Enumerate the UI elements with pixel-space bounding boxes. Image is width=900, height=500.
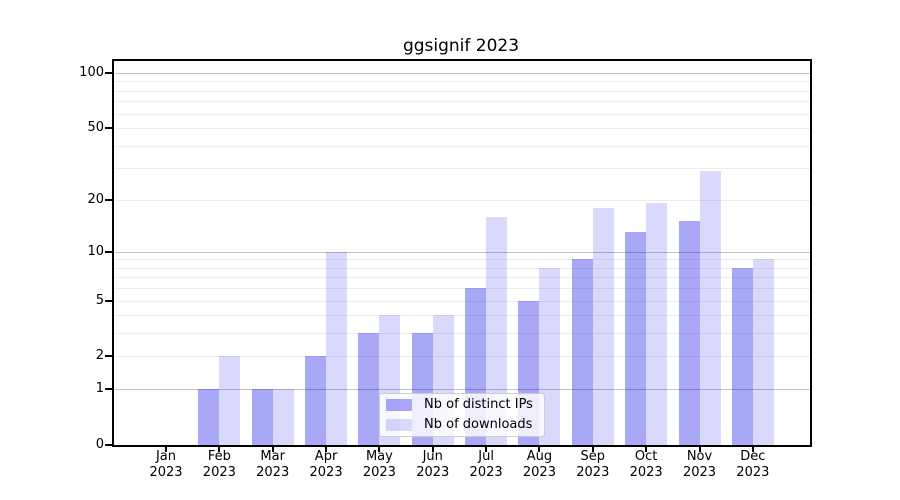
minor-gridline — [114, 288, 810, 290]
y-tick-mark — [105, 126, 113, 129]
minor-gridline — [114, 267, 810, 269]
y-tick-mark — [105, 198, 113, 201]
bar-distinct-ips — [678, 221, 700, 445]
x-tick-label: May 2023 — [362, 449, 396, 480]
minor-gridline — [114, 259, 810, 261]
chart-title: ggsignif 2023 — [402, 36, 520, 56]
x-tick-mark — [698, 447, 701, 452]
x-tick-label: Jun 2023 — [416, 449, 450, 480]
y-tick-mark — [105, 71, 113, 74]
minor-gridline — [114, 101, 810, 103]
major-gridline — [114, 72, 810, 74]
y-tick-label: 2 — [95, 348, 104, 364]
x-tick-mark — [165, 447, 167, 452]
plot-area — [112, 59, 812, 447]
bar-distinct-ips — [625, 232, 647, 445]
minor-gridline — [114, 315, 810, 317]
bar-distinct-ips — [358, 333, 380, 445]
y-tick-label: 0 — [95, 437, 104, 452]
x-tick-mark — [271, 447, 274, 452]
y-tick-mark — [105, 355, 113, 358]
y-tick-label: 10 — [87, 243, 104, 259]
y-tick-mark — [105, 250, 113, 253]
y-tick-mark — [105, 299, 113, 302]
x-tick-label: Feb 2023 — [202, 449, 236, 480]
legend-item: Nb of distinct IPs — [386, 397, 544, 413]
minor-gridline — [114, 300, 810, 302]
x-tick-mark — [378, 447, 381, 452]
y-tick-label: 5 — [95, 292, 104, 308]
bar-downloads — [486, 216, 508, 445]
legend-swatch — [386, 399, 412, 411]
x-tick-label: Apr 2023 — [309, 449, 343, 480]
minor-gridline — [114, 333, 810, 335]
bar-downloads — [219, 356, 241, 445]
bar-downloads — [752, 259, 774, 445]
x-tick-mark — [431, 447, 434, 452]
bar-distinct-ips — [198, 389, 220, 445]
bar-distinct-ips — [305, 356, 327, 445]
bar-distinct-ips — [251, 389, 273, 445]
minor-gridline — [114, 168, 810, 170]
x-tick-label: Mar 2023 — [256, 449, 290, 480]
bar-downloads — [272, 389, 294, 445]
x-tick-label: Aug 2023 — [522, 449, 556, 480]
minor-gridline — [114, 90, 810, 92]
x-tick-mark — [751, 447, 754, 452]
bar-downloads — [326, 251, 348, 445]
minor-gridline — [114, 145, 810, 147]
minor-gridline — [114, 127, 810, 129]
minor-gridline — [114, 356, 810, 358]
x-tick-label: Nov 2023 — [682, 449, 717, 480]
x-tick-mark — [645, 447, 648, 452]
bar-distinct-ips — [571, 259, 593, 445]
minor-gridline — [114, 199, 810, 201]
bar-downloads — [592, 207, 614, 445]
major-gridline — [114, 251, 810, 253]
x-tick-mark — [485, 447, 488, 452]
x-tick-label: Jan 2023 — [149, 449, 183, 480]
x-tick-mark — [591, 447, 594, 452]
y-tick-label: 20 — [87, 191, 104, 207]
x-tick-label: Jul 2023 — [469, 449, 503, 480]
legend: Nb of distinct IPs Nb of downloads — [379, 393, 545, 437]
bar-downloads — [646, 203, 668, 445]
x-tick-label: Dec 2023 — [736, 449, 770, 480]
y-tick-mark — [105, 444, 113, 446]
x-tick-mark — [325, 447, 328, 452]
legend-item: Nb of downloads — [386, 417, 544, 433]
minor-gridline — [114, 277, 810, 279]
x-tick-mark — [218, 447, 221, 452]
y-tick-label: 100 — [79, 64, 104, 80]
x-tick-mark — [538, 447, 541, 452]
y-tick-label: 1 — [95, 381, 104, 397]
y-tick-mark — [105, 388, 113, 391]
x-tick-label: Oct 2023 — [629, 449, 663, 480]
bar-distinct-ips — [731, 267, 753, 445]
y-tick-label: 50 — [87, 119, 104, 135]
major-gridline — [114, 389, 810, 391]
legend-label: Nb of downloads — [424, 417, 533, 432]
bar-downloads — [699, 170, 721, 445]
minor-gridline — [114, 81, 810, 83]
x-tick-label: Sep 2023 — [576, 449, 610, 480]
minor-gridline — [114, 113, 810, 115]
legend-swatch — [386, 419, 412, 431]
legend-label: Nb of distinct IPs — [424, 397, 533, 412]
